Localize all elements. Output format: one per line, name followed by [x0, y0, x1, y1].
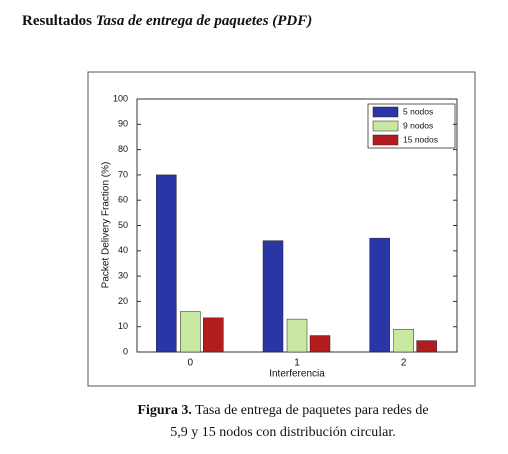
bar	[393, 328, 414, 353]
caption-text: Tasa de entrega de paquetes para redes d…	[195, 403, 428, 418]
caption-line: Figura 3. Tasa de entrega de paquetes pa…	[137, 403, 428, 418]
bar	[262, 240, 284, 353]
y-tick-label: 100	[113, 93, 128, 103]
y-axis-label: Packet Delivery Fraction (%)	[101, 162, 112, 289]
y-tick-label: 0	[123, 346, 128, 356]
caption-label: Figura 3.	[137, 403, 191, 418]
y-tick-label: 30	[118, 270, 128, 280]
y-tick-label: 60	[118, 195, 128, 205]
heading-title: Tasa de entrega de paquetes (PDF)	[96, 13, 313, 29]
legend-label: 15 nodos	[403, 134, 438, 144]
x-tick-label: 2	[401, 358, 407, 369]
y-tick-label: 50	[118, 220, 128, 230]
bar	[369, 237, 390, 353]
bar	[156, 174, 177, 353]
legend-label: 5 nodos	[403, 106, 433, 116]
figure-frame	[87, 71, 476, 387]
x-tick-label: 0	[188, 358, 194, 369]
legend-swatch	[372, 106, 399, 118]
y-tick-label: 20	[118, 296, 128, 306]
bar	[309, 335, 331, 353]
x-axis-label: Interferencia	[269, 369, 325, 380]
legend-swatch	[372, 120, 399, 132]
bar	[203, 317, 224, 353]
legend-swatch	[372, 134, 399, 146]
y-tick-label: 70	[118, 169, 128, 179]
bar	[180, 311, 201, 353]
x-tick-label: 1	[294, 358, 300, 369]
y-tick-label: 80	[118, 144, 128, 154]
legend-label: 9 nodos	[403, 120, 433, 130]
heading: Resultados Tasa de entrega de paquetes (…	[22, 13, 312, 29]
caption-line: 5,9 y 15 nodos con distribución circular…	[170, 425, 396, 440]
y-tick-label: 90	[118, 119, 128, 129]
y-tick-label: 40	[118, 245, 128, 255]
heading-label: Resultados	[22, 13, 92, 29]
bar	[416, 340, 437, 353]
bar	[286, 318, 308, 353]
y-tick-label: 10	[118, 321, 128, 331]
